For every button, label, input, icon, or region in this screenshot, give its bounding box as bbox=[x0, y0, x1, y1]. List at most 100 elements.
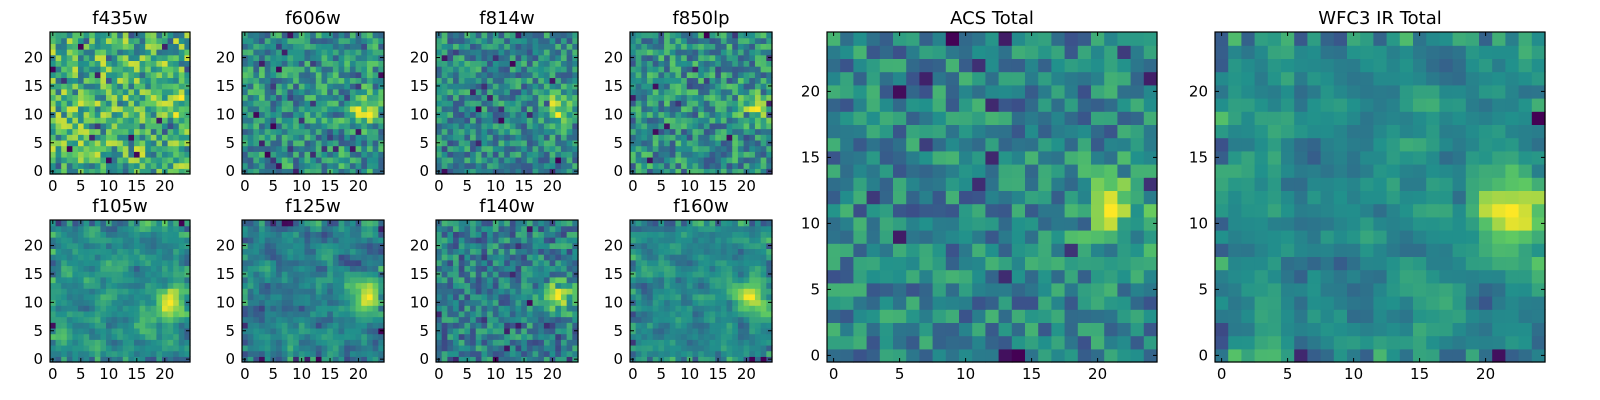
heatmap-cell bbox=[315, 259, 323, 267]
heatmap-cell bbox=[470, 88, 477, 96]
heatmap-cell bbox=[83, 145, 90, 152]
heatmap-cell bbox=[372, 248, 379, 255]
heatmap-cell bbox=[315, 282, 323, 289]
heatmap-cell bbox=[481, 327, 488, 335]
heatmap-cell bbox=[737, 151, 745, 158]
heatmap-cell bbox=[498, 168, 505, 175]
heatmap-cell bbox=[378, 231, 385, 238]
heatmap-cell bbox=[560, 71, 568, 79]
heatmap-cell bbox=[66, 111, 73, 118]
heatmap-cell bbox=[630, 310, 637, 318]
x-tick-label: 0 bbox=[628, 177, 638, 195]
heatmap-cell bbox=[760, 299, 767, 306]
heatmap-cell bbox=[372, 322, 379, 329]
heatmap-cell bbox=[327, 94, 334, 101]
heatmap-cell bbox=[310, 339, 317, 346]
heatmap-cell bbox=[652, 105, 659, 113]
heatmap-cell bbox=[566, 276, 573, 284]
heatmap-cell bbox=[709, 310, 716, 318]
heatmap-cell bbox=[94, 265, 101, 272]
heatmap-cell bbox=[692, 88, 699, 96]
heatmap-cell bbox=[475, 220, 483, 227]
heatmap-cell bbox=[509, 231, 517, 238]
heatmap-cell bbox=[66, 60, 73, 67]
heatmap-cell bbox=[538, 276, 545, 284]
heatmap-cell bbox=[372, 156, 379, 164]
heatmap-cell bbox=[515, 37, 522, 44]
heatmap-cell bbox=[145, 271, 152, 278]
heatmap-cell bbox=[715, 333, 722, 340]
heatmap-cell bbox=[332, 293, 340, 301]
heatmap-cell bbox=[498, 105, 505, 113]
heatmap-cell bbox=[475, 151, 483, 158]
heatmap-cell bbox=[732, 151, 739, 158]
axes-frame bbox=[49, 31, 191, 175]
heatmap-cell bbox=[259, 237, 266, 244]
heatmap-cell bbox=[293, 100, 300, 107]
heatmap-cell bbox=[447, 37, 454, 44]
heatmap-cell bbox=[145, 237, 152, 244]
heatmap-cell bbox=[555, 276, 562, 284]
heatmap-cell bbox=[293, 162, 300, 169]
heatmap-cell bbox=[526, 88, 534, 96]
heatmap-cell bbox=[635, 60, 642, 67]
heatmap-cell bbox=[664, 66, 671, 73]
heatmap-cell bbox=[560, 49, 568, 56]
heatmap-cell bbox=[366, 49, 374, 56]
heatmap-cell bbox=[100, 271, 107, 278]
heatmap-cell bbox=[366, 105, 374, 113]
heatmap-cell bbox=[332, 145, 340, 152]
heatmap-cell bbox=[703, 282, 711, 289]
heatmap-cell bbox=[72, 237, 79, 244]
heatmap-cell bbox=[715, 156, 722, 164]
heatmap-cell bbox=[89, 156, 96, 164]
heatmap-cell bbox=[332, 339, 340, 346]
x-tick-label: 20 bbox=[349, 365, 368, 383]
x-tick-label: 0 bbox=[434, 365, 444, 383]
heatmap-cell bbox=[162, 293, 169, 301]
heatmap-cell bbox=[749, 333, 756, 340]
heatmap-cell bbox=[441, 271, 448, 278]
heatmap-cell bbox=[760, 322, 767, 329]
heatmap-cell bbox=[470, 168, 477, 175]
heatmap-cell bbox=[61, 37, 68, 44]
heatmap-cell bbox=[509, 71, 517, 79]
heatmap-cell bbox=[487, 117, 494, 124]
heatmap-cell bbox=[504, 327, 511, 335]
heatmap-cell bbox=[83, 259, 90, 267]
heatmap-cell bbox=[150, 344, 157, 352]
heatmap-cell bbox=[264, 220, 271, 227]
heatmap-cell bbox=[698, 168, 705, 175]
heatmap-cell bbox=[436, 134, 443, 141]
heatmap-cell bbox=[447, 242, 454, 249]
heatmap-cell bbox=[709, 327, 716, 335]
heatmap-cell bbox=[760, 37, 767, 44]
heatmap-cell bbox=[242, 66, 249, 73]
heatmap-cell bbox=[253, 139, 260, 147]
heatmap-cell bbox=[173, 128, 180, 135]
heatmap-cell bbox=[675, 151, 682, 158]
heatmap-cell bbox=[298, 276, 306, 284]
heatmap-cell bbox=[703, 322, 711, 329]
heatmap-cell bbox=[117, 117, 124, 124]
heatmap-cell bbox=[173, 276, 180, 284]
heatmap-cell bbox=[709, 282, 716, 289]
heatmap-cell bbox=[549, 134, 556, 141]
heatmap-cell bbox=[66, 265, 73, 272]
heatmap-cell bbox=[641, 49, 648, 56]
heatmap-cell bbox=[89, 333, 96, 340]
heatmap-cell bbox=[281, 305, 289, 312]
heatmap-cell bbox=[167, 54, 174, 61]
heatmap-cell bbox=[122, 37, 129, 44]
heatmap-cell bbox=[526, 327, 534, 335]
heatmap-cell bbox=[515, 60, 522, 67]
heatmap-cell bbox=[89, 282, 96, 289]
heatmap-cell bbox=[509, 66, 517, 73]
heatmap-cell bbox=[470, 231, 477, 238]
heatmap-cell bbox=[487, 271, 494, 278]
heatmap-cell bbox=[686, 60, 694, 67]
heatmap-cell bbox=[630, 344, 637, 352]
heatmap-cell bbox=[635, 344, 642, 352]
heatmap-cell bbox=[338, 339, 345, 346]
heatmap-cell bbox=[72, 242, 79, 249]
